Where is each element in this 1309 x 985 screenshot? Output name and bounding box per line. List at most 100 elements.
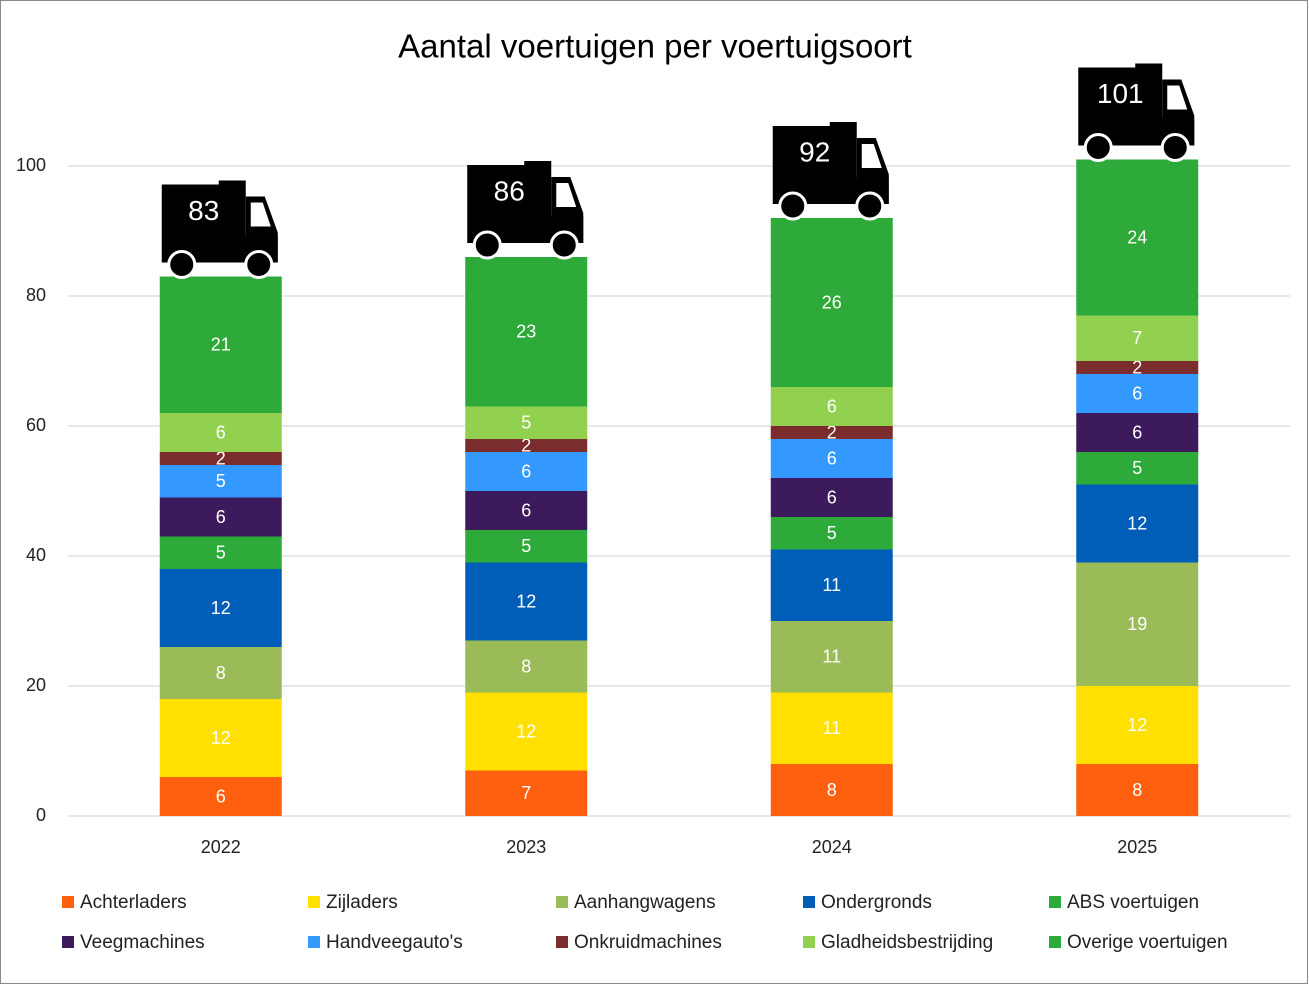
data-label: 6 <box>521 500 531 520</box>
bar-segment <box>465 452 588 491</box>
data-label: 19 <box>1127 614 1147 634</box>
bar-segment <box>159 413 282 452</box>
legend-label: Overige voertuigen <box>1067 932 1228 953</box>
legend-swatch <box>803 896 815 908</box>
chart-title: Aantal voertuigen per voertuigsoort <box>398 28 912 65</box>
data-label: 11 <box>822 575 841 595</box>
bar-segment <box>770 621 893 693</box>
data-label: 12 <box>1127 513 1147 533</box>
y-tick-label: 0 <box>36 805 46 825</box>
data-label: 2 <box>216 448 226 468</box>
data-label: 5 <box>216 471 226 491</box>
bar-segment <box>465 491 588 530</box>
total-label: 92 <box>799 136 830 167</box>
data-label: 2 <box>521 435 531 455</box>
data-label: 12 <box>1127 715 1147 735</box>
data-label: 8 <box>1132 780 1142 800</box>
truck-wheel <box>167 250 197 279</box>
x-tick-label: 2022 <box>201 837 241 857</box>
data-label: 12 <box>211 728 231 748</box>
legend-swatch <box>1049 896 1061 908</box>
data-label: 6 <box>216 422 226 442</box>
data-label: 5 <box>521 536 531 556</box>
data-label: 5 <box>827 523 837 543</box>
bar-segment <box>159 465 282 498</box>
legend-label: Aanhangwagens <box>574 892 716 913</box>
legend-label: Ondergronds <box>821 892 932 913</box>
truck-wheel <box>855 191 885 221</box>
total-label: 83 <box>188 195 219 226</box>
data-label: 5 <box>216 543 226 563</box>
truck-wheel <box>472 230 502 260</box>
legend-swatch <box>62 896 74 908</box>
legend-swatch <box>1049 936 1061 948</box>
data-label: 6 <box>216 507 226 527</box>
bar-segment <box>1076 562 1199 686</box>
bar-segment <box>770 517 893 550</box>
legend-label: Gladheidsbestrijding <box>821 932 993 953</box>
data-label: 12 <box>516 591 536 611</box>
data-label: 11 <box>822 718 841 738</box>
bar-segment <box>1076 764 1199 816</box>
truck-bed <box>1078 63 1163 119</box>
legend-label: Handveegauto's <box>326 932 463 953</box>
data-label: 7 <box>1132 328 1142 348</box>
truck-window <box>861 144 882 168</box>
truck-bed <box>161 180 246 236</box>
bar-segment <box>465 530 588 563</box>
legend-label: Veegmachines <box>80 932 205 953</box>
data-label: 2 <box>827 422 837 442</box>
truck-wheel <box>1160 133 1190 162</box>
x-tick-label: 2023 <box>506 837 546 857</box>
x-tick-label: 2025 <box>1117 837 1157 857</box>
data-label: 6 <box>521 461 531 481</box>
bar-segment <box>770 549 893 621</box>
bar-segment <box>465 640 588 693</box>
truck-bed <box>772 122 857 177</box>
data-label: 5 <box>521 413 531 433</box>
bar-segment <box>1076 374 1199 413</box>
y-tick-label: 40 <box>26 545 46 565</box>
bar-segment <box>159 569 282 647</box>
truck-window <box>250 202 271 227</box>
bar-segment <box>1076 315 1199 361</box>
bar-segment <box>465 257 588 407</box>
bar-segment <box>770 764 893 816</box>
bar-segment <box>1076 686 1199 764</box>
y-tick-label: 20 <box>26 675 46 695</box>
bar-segment <box>1076 484 1199 563</box>
bar-segment <box>465 439 588 452</box>
data-label: 24 <box>1127 227 1147 247</box>
bar-segment <box>1076 159 1199 316</box>
legend-swatch <box>556 896 568 908</box>
x-tick-label: 2024 <box>812 837 852 857</box>
legend-swatch <box>62 936 74 948</box>
data-label: 6 <box>827 487 837 507</box>
data-label: 6 <box>216 786 226 806</box>
legend-swatch <box>308 896 320 908</box>
bar-segment <box>465 770 588 816</box>
data-label: 12 <box>211 598 231 618</box>
data-label: 12 <box>516 721 536 741</box>
bar-segment <box>1076 361 1199 374</box>
bar-segment <box>770 387 893 426</box>
legend-label: ABS voertuigen <box>1067 892 1199 913</box>
legend-label: Onkruidmachines <box>574 932 722 953</box>
data-label: 5 <box>1132 458 1142 478</box>
bar-segment <box>159 276 282 413</box>
truck-wheel <box>244 250 274 279</box>
truck-bed <box>467 161 552 216</box>
bar-segment <box>159 497 282 537</box>
data-label: 8 <box>216 663 226 683</box>
bar-segment <box>1076 413 1199 452</box>
legend-swatch <box>556 936 568 948</box>
bar-segment <box>465 562 588 641</box>
truck-window <box>1167 85 1188 110</box>
data-label: 6 <box>827 448 837 468</box>
truck-wheel <box>778 191 808 221</box>
bar-segment <box>770 218 893 387</box>
bar-segment <box>159 699 282 777</box>
data-label: 7 <box>521 783 531 803</box>
data-label: 6 <box>827 396 837 416</box>
